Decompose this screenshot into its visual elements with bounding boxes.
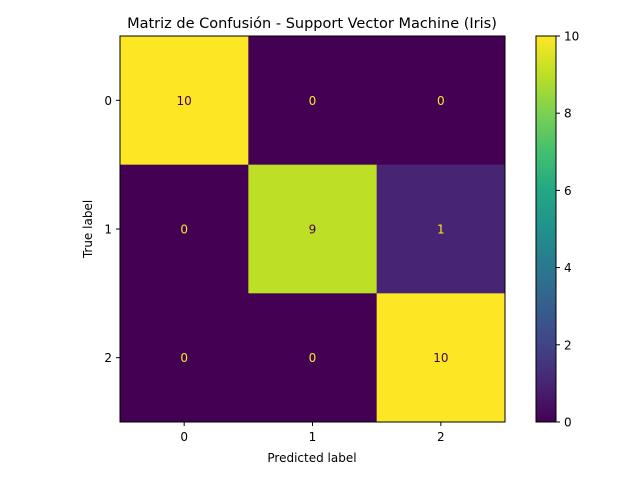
colorbar-tick-label: 6 [564, 184, 572, 198]
x-tick-label: 2 [437, 430, 445, 444]
y-axis-label: True label [81, 200, 95, 259]
heatmap-cell-r0-c2 [376, 36, 506, 166]
x-tick-label: 1 [309, 430, 317, 444]
y-axis-ticks: 0 1 2 [104, 94, 120, 365]
chart-title: Matriz de Confusión - Support Vector Mac… [127, 16, 497, 32]
heatmap-cells [120, 36, 506, 423]
cell-value-label-r2-c0: 0 [180, 351, 188, 365]
y-tick-label: 0 [104, 94, 112, 108]
x-axis-label: Predicted label [267, 451, 356, 465]
heatmap-cell-r2-c1 [248, 293, 378, 423]
cell-value-label-r0-c0: 10 [177, 94, 192, 108]
colorbar-tick-label: 0 [564, 416, 572, 430]
heatmap-cell-r0-c1 [248, 36, 378, 166]
colorbar-tick-label: 2 [564, 338, 572, 352]
cell-value-label-r2-c1: 0 [309, 351, 317, 365]
cell-value-label-r1-c2: 1 [437, 223, 445, 237]
y-tick-label: 2 [104, 351, 112, 365]
heatmap-cell-labels: 10 0 00 9 10 0 10 [177, 94, 449, 365]
heatmap-cell-r2-c0 [120, 293, 249, 423]
colorbar-ticks: 0 2 4 6 8 10 [556, 30, 579, 430]
cell-value-label-r1-c0: 0 [180, 223, 188, 237]
heatmap-cell-r2-c2 [376, 293, 506, 423]
heatmap-cell-r1-c1 [248, 164, 378, 294]
colorbar-tick-label: 8 [564, 107, 572, 121]
heatmap-cell-r1-c2 [376, 164, 506, 294]
heatmap-cell-r1-c0 [120, 164, 249, 294]
cell-value-label-r2-c2: 10 [433, 351, 448, 365]
cell-value-label-r1-c1: 9 [309, 223, 317, 237]
y-tick-label: 1 [104, 223, 112, 237]
cell-value-label-r0-c1: 0 [309, 94, 317, 108]
x-tick-label: 0 [180, 430, 188, 444]
colorbar [535, 35, 557, 423]
cell-value-label-r0-c2: 0 [437, 94, 445, 108]
x-axis-ticks: 0 1 2 [180, 422, 445, 444]
heatmap-cell-r0-c0 [120, 36, 249, 166]
colorbar-tick-label: 10 [564, 30, 579, 44]
colorbar-tick-label: 4 [564, 261, 572, 275]
